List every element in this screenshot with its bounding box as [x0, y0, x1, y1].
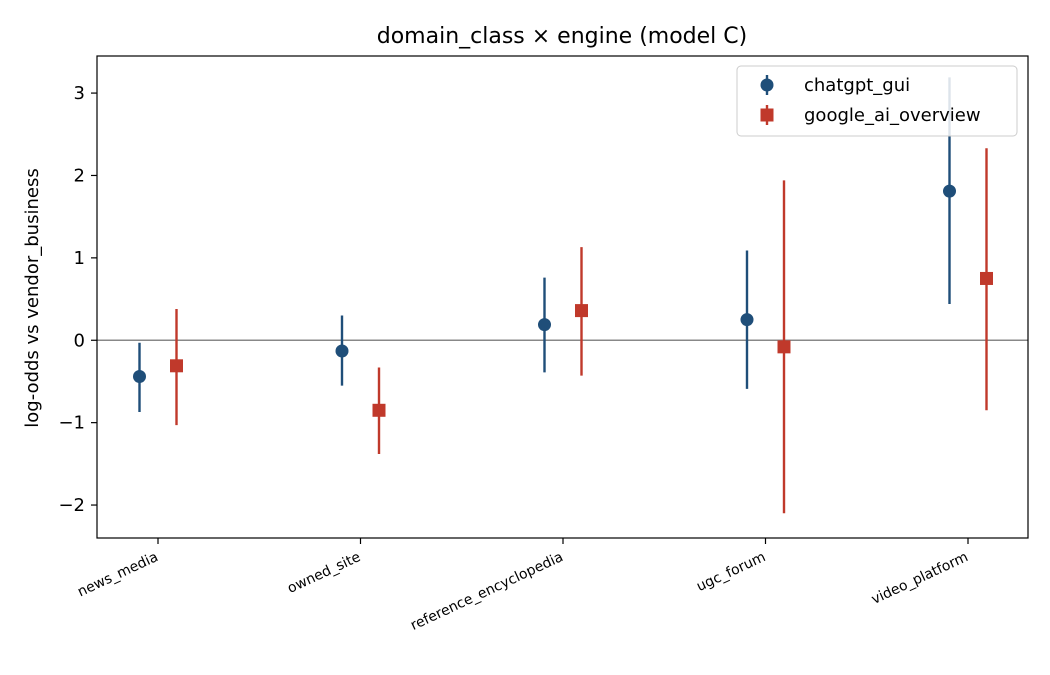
- legend-marker-circle-icon: [760, 78, 774, 92]
- data-point: [133, 370, 146, 384]
- legend-box: [736, 65, 1018, 137]
- y-tick-label: 2: [74, 165, 85, 186]
- axes-frame: [96, 55, 1029, 539]
- data-point: [740, 313, 754, 327]
- data-point: [777, 340, 791, 354]
- data-point: [538, 318, 551, 332]
- chart-title: domain_class × engine (model C): [377, 24, 747, 49]
- y-tick-label: −1: [58, 413, 85, 434]
- y-tick-label: 0: [74, 330, 85, 351]
- data-point: [980, 271, 993, 285]
- legend-label: chatgpt_gui: [804, 75, 910, 96]
- data-point: [372, 403, 386, 417]
- y-tick-label: −2: [58, 495, 85, 516]
- data-point: [943, 184, 956, 198]
- data-point: [335, 344, 349, 358]
- legend-marker-square-icon: [760, 108, 774, 122]
- legend: chatgpt_gui google_ai_overview: [736, 65, 1018, 137]
- y-tick-label: 1: [74, 248, 85, 269]
- data-point: [170, 359, 183, 373]
- y-axis-label: log-odds vs vendor_business: [22, 168, 43, 427]
- legend-label: google_ai_overview: [804, 105, 981, 126]
- y-tick-label: 3: [74, 83, 85, 104]
- data-point: [575, 304, 588, 318]
